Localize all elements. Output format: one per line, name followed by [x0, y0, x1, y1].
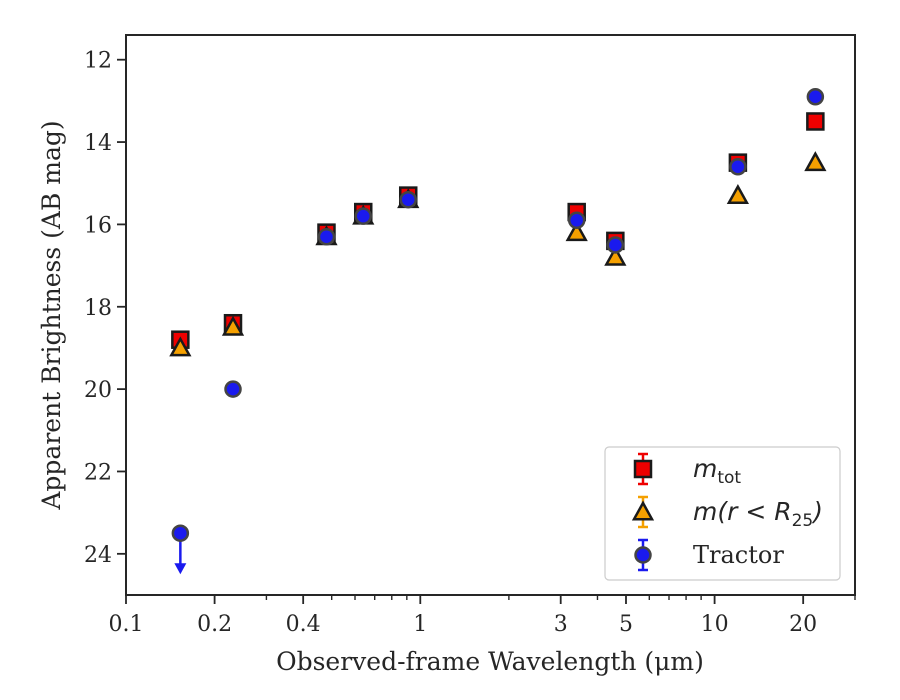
- data-point-tractor: [399, 190, 417, 209]
- y-tick-label: 12: [84, 49, 112, 74]
- data-point-mr25: [726, 184, 750, 205]
- x-tick-label: 3: [554, 612, 568, 637]
- x-tick-label: 1: [413, 612, 427, 637]
- legend-marker-mr25: [631, 500, 655, 521]
- x-axis-label: Observed-frame Wavelength (μm): [276, 647, 704, 676]
- legend-marker-tractor: [634, 546, 652, 564]
- y-tick-label: 20: [84, 378, 112, 403]
- data-point-mr25: [565, 221, 588, 242]
- legend: mtot m(r < R25) Tractor: [604, 446, 841, 581]
- legend-entries: mtot m(r < R25) Tractor: [631, 452, 823, 572]
- y-tick-label: 16: [84, 213, 112, 238]
- data-point-mr25: [604, 245, 627, 266]
- x-tick-label: 0.2: [197, 612, 232, 637]
- data-point-tractor: [224, 380, 242, 398]
- x-tick-label: 10: [701, 612, 729, 637]
- data-point-tractor: [354, 207, 373, 225]
- legend-marker-mtot: [633, 459, 653, 479]
- data-point-tractor: [171, 524, 190, 542]
- data-point-tractor: [806, 88, 825, 106]
- y-tick-label: 24: [84, 543, 112, 568]
- x-tick-label: 0.4: [286, 612, 321, 637]
- legend-label-mr25: m(r < R25): [693, 497, 823, 531]
- legend-box: [604, 446, 841, 581]
- x-tick-label: 0.1: [109, 612, 144, 637]
- plot-frame: [125, 34, 856, 596]
- legend-label-mtot: mtot: [693, 454, 741, 488]
- data-point-tractor: [606, 236, 625, 254]
- ticks-layer: 0.1 0.2 0.4 1 3 5 10 20 12 14 16 18 20 22 24: [84, 49, 856, 637]
- marks-layer: [169, 88, 827, 575]
- x-tick-label: 20: [789, 612, 817, 637]
- upper-limit-arrow-head: [174, 563, 187, 575]
- data-point-mr25: [169, 336, 192, 357]
- y-tick-label: 22: [84, 460, 112, 485]
- series-tractor: [171, 88, 825, 575]
- data-point-tractor: [729, 158, 747, 176]
- legend-label-tractor: Tractor: [693, 541, 784, 569]
- data-point-mtot: [806, 112, 825, 131]
- data-point-mr25: [804, 151, 827, 172]
- y-axis-label: Apparent Brightness (AB mag): [37, 120, 66, 510]
- y-tick-label: 18: [84, 296, 112, 321]
- data-point-tractor: [567, 211, 586, 230]
- data-point-tractor: [317, 228, 336, 246]
- data-point-mr25: [221, 315, 245, 336]
- x-tick-label: 5: [619, 612, 633, 637]
- y-tick-label: 14: [84, 131, 112, 156]
